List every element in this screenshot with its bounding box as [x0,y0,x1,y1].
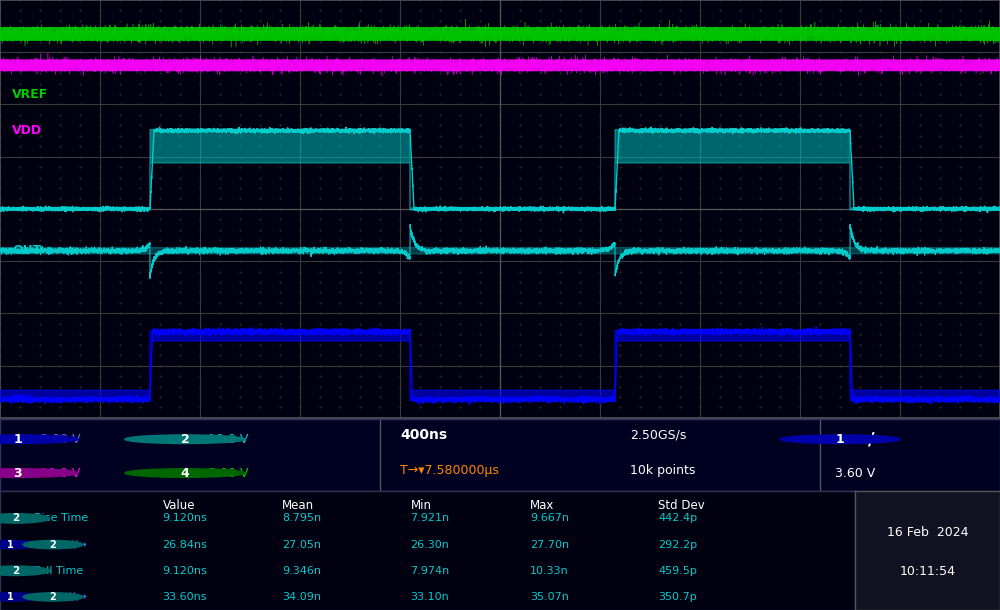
Text: 400ns: 400ns [400,428,447,442]
Text: 1: 1 [7,540,14,550]
Circle shape [125,468,245,478]
Text: 26.30n: 26.30n [410,540,449,550]
Text: 350.7p: 350.7p [658,592,697,602]
Circle shape [0,468,78,478]
Text: Rise Time: Rise Time [34,514,88,523]
Text: 26.84ns: 26.84ns [162,540,207,550]
Text: 459.5p: 459.5p [658,565,697,576]
Text: 27.05n: 27.05n [282,540,321,550]
Text: 2: 2 [181,432,189,446]
Text: 1: 1 [836,432,844,446]
Text: VDD: VDD [12,124,42,137]
Text: 9.120ns: 9.120ns [162,514,207,523]
Text: OUT: OUT [12,244,41,257]
Text: →: → [27,592,37,602]
Text: 7.974n: 7.974n [410,565,450,576]
Text: 4: 4 [181,467,189,479]
Text: 10:11:54: 10:11:54 [900,565,956,578]
Text: //→: //→ [70,540,87,550]
Text: 9.667n: 9.667n [530,514,569,523]
Text: IN: IN [12,393,27,406]
Text: 10.0 V: 10.0 V [208,432,248,446]
Text: Value: Value [162,500,195,512]
Text: 8.795n: 8.795n [282,514,321,523]
Text: 34.09n: 34.09n [282,592,321,602]
Text: 3: 3 [14,467,22,479]
Text: 1: 1 [7,592,14,602]
Text: Std Dev: Std Dev [658,500,705,512]
Text: \\→: \\→ [70,592,87,602]
Text: 2: 2 [12,514,19,523]
Text: 2: 2 [50,592,56,602]
Text: 442.4p: 442.4p [658,514,697,523]
Circle shape [125,435,245,443]
Text: 33.10n: 33.10n [410,592,449,602]
Text: 10k points: 10k points [630,464,695,478]
Text: T→▾7.580000μs: T→▾7.580000μs [400,464,499,478]
Text: Max: Max [530,500,554,512]
Circle shape [780,435,900,443]
Circle shape [0,593,40,601]
Text: 10.0 V: 10.0 V [40,467,80,479]
Text: 7.921n: 7.921n [410,514,450,523]
Text: 33.60ns: 33.60ns [162,592,207,602]
Text: 3.60 V: 3.60 V [835,467,875,479]
Text: VREF: VREF [12,87,48,101]
Text: Min: Min [410,500,431,512]
Text: 5.00 V: 5.00 V [40,432,80,446]
Text: 292.2p: 292.2p [658,540,697,550]
Text: /: / [868,430,875,448]
Text: 35.07n: 35.07n [530,592,569,602]
Text: →: → [27,540,37,550]
Circle shape [23,593,83,601]
Text: 9.346n: 9.346n [282,565,321,576]
Text: 2: 2 [50,540,56,550]
Circle shape [0,540,40,549]
Text: 2.50GS/s: 2.50GS/s [630,428,686,442]
Text: Mean: Mean [282,500,314,512]
Text: Fall Time: Fall Time [34,565,83,576]
Text: 16 Feb  2024: 16 Feb 2024 [887,526,968,539]
Text: 2: 2 [12,565,19,576]
Text: 9.120ns: 9.120ns [162,565,207,576]
Circle shape [0,435,78,443]
Circle shape [0,566,50,575]
Text: 10.33n: 10.33n [530,565,569,576]
Text: 1: 1 [14,432,22,446]
Circle shape [0,514,50,523]
Circle shape [23,540,83,549]
Text: 27.70n: 27.70n [530,540,569,550]
Text: 5.00 V: 5.00 V [208,467,248,479]
